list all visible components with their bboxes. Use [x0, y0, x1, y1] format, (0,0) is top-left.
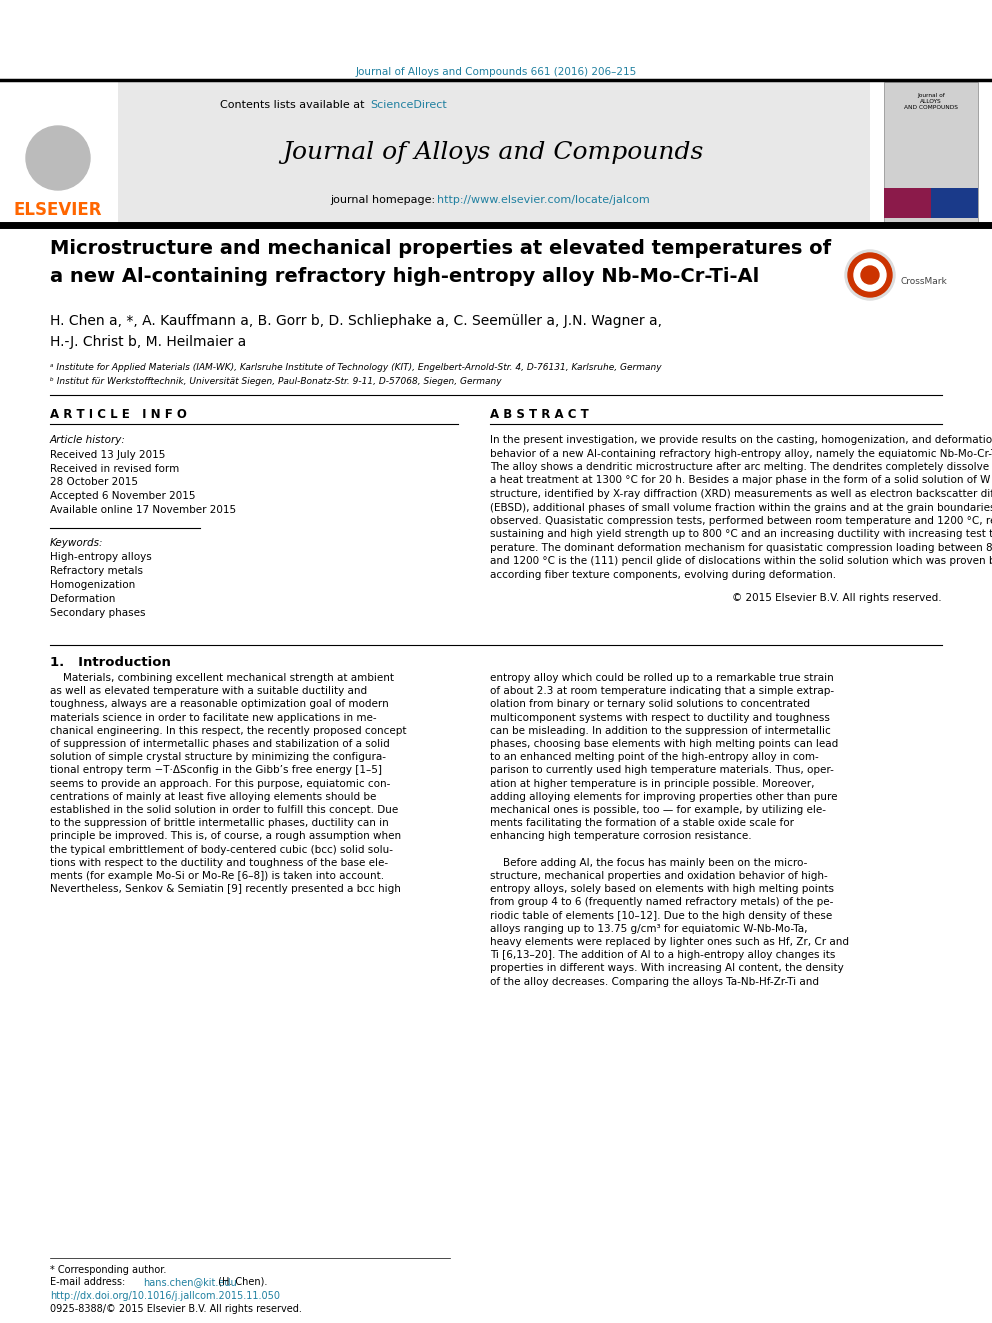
- Text: Journal of Alloys and Compounds 661 (2016) 206–215: Journal of Alloys and Compounds 661 (201…: [355, 67, 637, 77]
- Text: structure, identified by X-ray diffraction (XRD) measurements as well as electro: structure, identified by X-ray diffracti…: [490, 490, 992, 499]
- Text: solution of simple crystal structure by minimizing the configura-: solution of simple crystal structure by …: [50, 753, 386, 762]
- Text: alloys ranging up to 13.75 g/cm³ for equiatomic W-Nb-Mo-Ta,: alloys ranging up to 13.75 g/cm³ for equ…: [490, 923, 807, 934]
- Text: centrations of mainly at least five alloying elements should be: centrations of mainly at least five allo…: [50, 791, 376, 802]
- Text: * Corresponding author.: * Corresponding author.: [50, 1265, 167, 1275]
- Text: according fiber texture components, evolving during deformation.: according fiber texture components, evol…: [490, 570, 836, 579]
- Text: Refractory metals: Refractory metals: [50, 566, 143, 576]
- Text: High-entropy alloys: High-entropy alloys: [50, 552, 152, 562]
- Text: 1.   Introduction: 1. Introduction: [50, 655, 171, 668]
- Bar: [884, 82, 978, 224]
- Text: Before adding Al, the focus has mainly been on the micro-: Before adding Al, the focus has mainly b…: [490, 857, 807, 868]
- Text: as well as elevated temperature with a suitable ductility and: as well as elevated temperature with a s…: [50, 687, 367, 696]
- Text: enhancing high temperature corrosion resistance.: enhancing high temperature corrosion res…: [490, 831, 752, 841]
- Text: materials science in order to facilitate new applications in me-: materials science in order to facilitate…: [50, 713, 377, 722]
- Text: Contents lists available at: Contents lists available at: [220, 101, 368, 110]
- Text: (H. Chen).: (H. Chen).: [215, 1277, 268, 1287]
- Text: a new Al-containing refractory high-entropy alloy Nb-Mo-Cr-Ti-Al: a new Al-containing refractory high-entr…: [50, 267, 759, 286]
- Bar: [884, 188, 931, 218]
- Text: sustaining and high yield strength up to 800 °C and an increasing ductility with: sustaining and high yield strength up to…: [490, 529, 992, 540]
- Circle shape: [26, 126, 90, 191]
- Circle shape: [848, 253, 892, 296]
- Text: to an enhanced melting point of the high-entropy alloy in com-: to an enhanced melting point of the high…: [490, 753, 818, 762]
- Text: from group 4 to 6 (frequently named refractory metals) of the pe-: from group 4 to 6 (frequently named refr…: [490, 897, 833, 908]
- Text: entropy alloys, solely based on elements with high melting points: entropy alloys, solely based on elements…: [490, 884, 834, 894]
- Text: the typical embrittlement of body-centered cubic (bcc) solid solu-: the typical embrittlement of body-center…: [50, 844, 393, 855]
- Text: (EBSD), additional phases of small volume fraction within the grains and at the : (EBSD), additional phases of small volum…: [490, 503, 992, 512]
- Text: http://www.elsevier.com/locate/jalcom: http://www.elsevier.com/locate/jalcom: [437, 194, 650, 205]
- Text: The alloy shows a dendritic microstructure after arc melting. The dendrites comp: The alloy shows a dendritic microstructu…: [490, 462, 992, 472]
- Text: hans.chen@kit.edu: hans.chen@kit.edu: [143, 1277, 237, 1287]
- Bar: [118, 79, 870, 225]
- Text: CrossMark: CrossMark: [900, 277, 946, 286]
- Text: http://dx.doi.org/10.1016/j.jallcom.2015.11.050: http://dx.doi.org/10.1016/j.jallcom.2015…: [50, 1291, 280, 1301]
- Text: can be misleading. In addition to the suppression of intermetallic: can be misleading. In addition to the su…: [490, 726, 830, 736]
- Circle shape: [861, 266, 879, 284]
- Text: of about 2.3 at room temperature indicating that a simple extrap-: of about 2.3 at room temperature indicat…: [490, 687, 834, 696]
- Text: to the suppression of brittle intermetallic phases, ductility can in: to the suppression of brittle intermetal…: [50, 818, 389, 828]
- Text: toughness, always are a reasonable optimization goal of modern: toughness, always are a reasonable optim…: [50, 700, 389, 709]
- Text: H. Chen a, *, A. Kauffmann a, B. Gorr b, D. Schliephake a, C. Seemüller a, J.N. : H. Chen a, *, A. Kauffmann a, B. Gorr b,…: [50, 314, 662, 328]
- Text: phases, choosing base elements with high melting points can lead: phases, choosing base elements with high…: [490, 740, 838, 749]
- Text: ments facilitating the formation of a stable oxide scale for: ments facilitating the formation of a st…: [490, 818, 794, 828]
- Text: and 1200 °C is the (111) pencil glide of dislocations within the solid solution : and 1200 °C is the (111) pencil glide of…: [490, 557, 992, 566]
- Text: tions with respect to the ductility and toughness of the base ele-: tions with respect to the ductility and …: [50, 857, 388, 868]
- Text: perature. The dominant deformation mechanism for quasistatic compression loading: perature. The dominant deformation mecha…: [490, 542, 992, 553]
- Circle shape: [845, 250, 895, 300]
- Text: established in the solid solution in order to fulfill this concept. Due: established in the solid solution in ord…: [50, 804, 398, 815]
- Text: Deformation: Deformation: [50, 594, 115, 605]
- Text: behavior of a new Al-containing refractory high-entropy alloy, namely the equiat: behavior of a new Al-containing refracto…: [490, 448, 992, 459]
- Text: Article history:: Article history:: [50, 435, 126, 445]
- Text: entropy alloy which could be rolled up to a remarkable true strain: entropy alloy which could be rolled up t…: [490, 673, 833, 683]
- Text: ScienceDirect: ScienceDirect: [370, 101, 446, 110]
- Text: riodic table of elements [10–12]. Due to the high density of these: riodic table of elements [10–12]. Due to…: [490, 910, 832, 921]
- Text: tional entropy term −T·ΔSconfig in the Gibb’s free energy [1–5]: tional entropy term −T·ΔSconfig in the G…: [50, 766, 382, 775]
- Text: ation at higher temperature is in principle possible. Moreover,: ation at higher temperature is in princi…: [490, 779, 814, 789]
- Text: ELSEVIER: ELSEVIER: [14, 201, 102, 220]
- Text: Materials, combining excellent mechanical strength at ambient: Materials, combining excellent mechanica…: [50, 673, 394, 683]
- Text: A R T I C L E   I N F O: A R T I C L E I N F O: [50, 409, 186, 422]
- Text: In the present investigation, we provide results on the casting, homogenization,: In the present investigation, we provide…: [490, 435, 992, 445]
- Text: © 2015 Elsevier B.V. All rights reserved.: © 2015 Elsevier B.V. All rights reserved…: [732, 593, 942, 603]
- Text: Journal of
ALLOYS
AND COMPOUNDS: Journal of ALLOYS AND COMPOUNDS: [904, 93, 958, 110]
- Text: H.-J. Christ b, M. Heilmaier a: H.-J. Christ b, M. Heilmaier a: [50, 335, 246, 349]
- Text: structure, mechanical properties and oxidation behavior of high-: structure, mechanical properties and oxi…: [490, 871, 827, 881]
- Text: Keywords:: Keywords:: [50, 538, 103, 548]
- Text: heavy elements were replaced by lighter ones such as Hf, Zr, Cr and: heavy elements were replaced by lighter …: [490, 937, 849, 947]
- Text: ments (for example Mo-Si or Mo-Re [6–8]) is taken into account.: ments (for example Mo-Si or Mo-Re [6–8])…: [50, 871, 384, 881]
- Text: adding alloying elements for improving properties other than pure: adding alloying elements for improving p…: [490, 791, 837, 802]
- Text: E-mail address:: E-mail address:: [50, 1277, 128, 1287]
- Text: of the alloy decreases. Comparing the alloys Ta-Nb-Hf-Zr-Ti and: of the alloy decreases. Comparing the al…: [490, 976, 819, 987]
- Text: parison to currently used high temperature materials. Thus, oper-: parison to currently used high temperatu…: [490, 766, 834, 775]
- Text: Ti [6,13–20]. The addition of Al to a high-entropy alloy changes its: Ti [6,13–20]. The addition of Al to a hi…: [490, 950, 835, 960]
- Text: properties in different ways. With increasing Al content, the density: properties in different ways. With incre…: [490, 963, 844, 974]
- Text: Secondary phases: Secondary phases: [50, 609, 146, 618]
- Text: chanical engineering. In this respect, the recently proposed concept: chanical engineering. In this respect, t…: [50, 726, 407, 736]
- Text: Available online 17 November 2015: Available online 17 November 2015: [50, 505, 236, 515]
- Text: 0925-8388/© 2015 Elsevier B.V. All rights reserved.: 0925-8388/© 2015 Elsevier B.V. All right…: [50, 1304, 302, 1314]
- Text: mechanical ones is possible, too — for example, by utilizing ele-: mechanical ones is possible, too — for e…: [490, 804, 826, 815]
- Text: ᵃ Institute for Applied Materials (IAM-WK), Karlsruhe Institute of Technology (K: ᵃ Institute for Applied Materials (IAM-W…: [50, 364, 662, 373]
- Text: olation from binary or ternary solid solutions to concentrated: olation from binary or ternary solid sol…: [490, 700, 810, 709]
- Text: a heat treatment at 1300 °C for 20 h. Besides a major phase in the form of a sol: a heat treatment at 1300 °C for 20 h. Be…: [490, 475, 992, 486]
- Text: journal homepage:: journal homepage:: [330, 194, 438, 205]
- Text: Accepted 6 November 2015: Accepted 6 November 2015: [50, 491, 195, 501]
- Text: multicomponent systems with respect to ductility and toughness: multicomponent systems with respect to d…: [490, 713, 830, 722]
- Text: Journal of Alloys and Compounds: Journal of Alloys and Compounds: [283, 142, 703, 164]
- Text: Nevertheless, Senkov & Semiatin [9] recently presented a bcc high: Nevertheless, Senkov & Semiatin [9] rece…: [50, 884, 401, 894]
- Text: observed. Quasistatic compression tests, performed between room temperature and : observed. Quasistatic compression tests,…: [490, 516, 992, 527]
- Text: of suppression of intermetallic phases and stabilization of a solid: of suppression of intermetallic phases a…: [50, 740, 390, 749]
- Text: A B S T R A C T: A B S T R A C T: [490, 409, 588, 422]
- Text: 28 October 2015: 28 October 2015: [50, 478, 138, 487]
- Circle shape: [854, 259, 886, 291]
- Bar: [931, 188, 978, 218]
- Text: principle be improved. This is, of course, a rough assumption when: principle be improved. This is, of cours…: [50, 831, 401, 841]
- Text: Received in revised form: Received in revised form: [50, 464, 180, 474]
- Text: Received 13 July 2015: Received 13 July 2015: [50, 450, 166, 460]
- Text: ᵇ Institut für Werkstofftechnik, Universität Siegen, Paul-Bonatz-Str. 9-11, D-57: ᵇ Institut für Werkstofftechnik, Univers…: [50, 377, 502, 386]
- Text: seems to provide an approach. For this purpose, equiatomic con-: seems to provide an approach. For this p…: [50, 779, 391, 789]
- Text: Homogenization: Homogenization: [50, 579, 135, 590]
- Text: Microstructure and mechanical properties at elevated temperatures of: Microstructure and mechanical properties…: [50, 239, 831, 258]
